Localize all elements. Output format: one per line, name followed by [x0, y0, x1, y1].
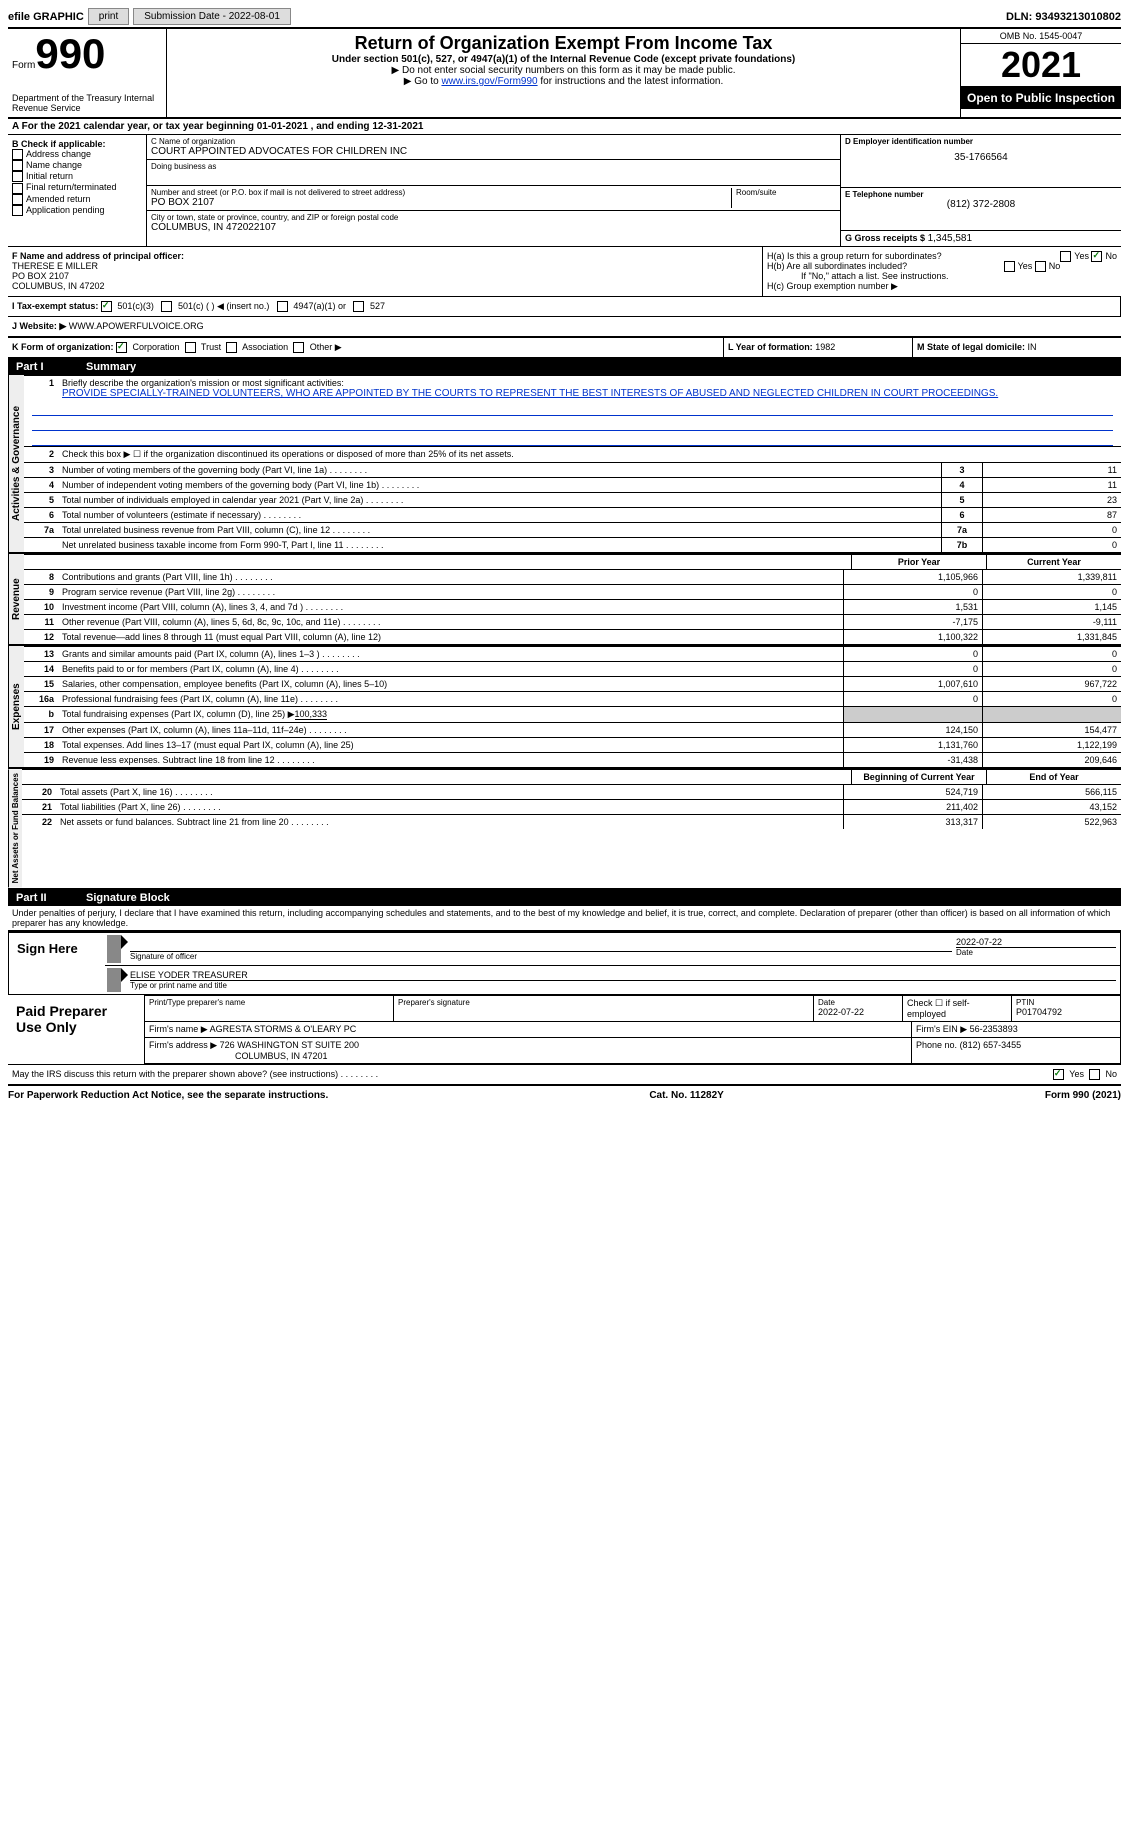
part2-header: Part IISignature Block	[8, 890, 1121, 906]
v7b: 0	[982, 538, 1121, 552]
paid-preparer-label: Paid Preparer Use Only	[8, 995, 144, 1064]
instr-line1: ▶ Do not enter social security numbers o…	[171, 65, 956, 76]
tab-revenue: Revenue	[8, 554, 24, 644]
section-M: M State of legal domicile: IN	[913, 338, 1121, 357]
firm-name: AGRESTA STORMS & O'LEARY PC	[210, 1024, 357, 1034]
v4: 11	[982, 478, 1121, 492]
cb-irs-no[interactable]	[1089, 1069, 1100, 1080]
tab-expenses: Expenses	[8, 646, 24, 767]
firm-phone: (812) 657-3455	[960, 1040, 1022, 1050]
v5: 23	[982, 493, 1121, 507]
cb-name-change[interactable]: Name change	[12, 160, 142, 171]
mission-statement: PROVIDE SPECIALLY-TRAINED VOLUNTEERS, WH…	[62, 388, 998, 399]
footer-right: Form 990 (2021)	[1045, 1090, 1121, 1101]
officer-name: THERESE E MILLER	[12, 261, 758, 271]
cb-final-return[interactable]: Final return/terminated	[12, 182, 142, 193]
form-title: Return of Organization Exempt From Incom…	[171, 33, 956, 54]
cb-initial-return[interactable]: Initial return	[12, 171, 142, 182]
section-B: B Check if applicable: Address change Na…	[8, 135, 147, 246]
website: WWW.APOWERFULVOICE.ORG	[69, 321, 204, 331]
form-number: 990	[35, 30, 105, 77]
dept-treasury: Department of the Treasury Internal Reve…	[12, 93, 162, 113]
prep-date: 2022-07-22	[818, 1007, 898, 1017]
cb-trust[interactable]	[185, 342, 196, 353]
top-bar: efile GRAPHIC print Submission Date - 20…	[8, 8, 1121, 29]
omb-number: OMB No. 1545-0047	[961, 29, 1121, 44]
cb-501c[interactable]	[161, 301, 172, 312]
form-header: Form990 Department of the Treasury Inter…	[8, 29, 1121, 119]
telephone: (812) 372-2808	[845, 199, 1117, 210]
v7a: 0	[982, 523, 1121, 537]
section-J: J Website: ▶ WWW.APOWERFULVOICE.ORG	[8, 317, 1121, 336]
perjury-statement: Under penalties of perjury, I declare th…	[8, 906, 1121, 931]
cb-501c3[interactable]	[101, 301, 112, 312]
gross-receipts: 1,345,581	[928, 233, 973, 244]
section-F: F Name and address of principal officer:…	[8, 247, 763, 296]
cb-4947[interactable]	[277, 301, 288, 312]
tab-net-assets: Net Assets or Fund Balances	[8, 769, 22, 887]
section-K: K Form of organization: Corporation Trus…	[8, 338, 724, 357]
submission-date: Submission Date - 2022-08-01	[133, 8, 291, 25]
cb-irs-yes[interactable]	[1053, 1069, 1064, 1080]
firm-address: 726 WASHINGTON ST SUITE 200	[220, 1040, 359, 1050]
cb-application-pending[interactable]: Application pending	[12, 205, 142, 216]
cb-other[interactable]	[293, 342, 304, 353]
efile-label: efile GRAPHIC	[8, 11, 84, 23]
instr-line2: ▶ Go to www.irs.gov/Form990 for instruct…	[171, 76, 956, 87]
fundraising-expenses: 100,333	[295, 709, 328, 720]
ein: 35-1766564	[845, 152, 1117, 163]
irs-discuss-question: May the IRS discuss this return with the…	[12, 1069, 1053, 1080]
room-suite-label: Room/suite	[736, 188, 836, 197]
section-I: I Tax-exempt status: 501(c)(3) 501(c) ( …	[8, 297, 1121, 316]
city-state-zip: COLUMBUS, IN 472022107	[151, 222, 836, 233]
cb-amended-return[interactable]: Amended return	[12, 194, 142, 205]
cb-association[interactable]	[226, 342, 237, 353]
cb-527[interactable]	[353, 301, 364, 312]
part1-header: Part ISummary	[8, 359, 1121, 375]
group-exemption: H(c) Group exemption number ▶	[767, 281, 1117, 292]
firm-ein: 56-2353893	[970, 1024, 1018, 1034]
dba-label: Doing business as	[151, 162, 836, 171]
tax-year: 2021	[961, 44, 1121, 87]
section-H: H(a) Is this a group return for subordin…	[763, 247, 1121, 296]
v6: 87	[982, 508, 1121, 522]
dln: DLN: 93493213010802	[1006, 11, 1121, 23]
sign-date: 2022-07-22	[956, 937, 1116, 947]
tab-activities-governance: Activities & Governance	[8, 375, 24, 552]
form-subtitle: Under section 501(c), 527, or 4947(a)(1)…	[171, 54, 956, 65]
line-A: A For the 2021 calendar year, or tax yea…	[8, 119, 1121, 135]
form-word: Form	[12, 60, 35, 71]
cb-address-change[interactable]: Address change	[12, 149, 142, 160]
print-button[interactable]: print	[88, 8, 129, 25]
irs-link[interactable]: www.irs.gov/Form990	[441, 76, 537, 87]
open-to-public: Open to Public Inspection	[961, 87, 1121, 109]
footer-left: For Paperwork Reduction Act Notice, see …	[8, 1090, 328, 1101]
signer-name: ELISE YODER TREASURER	[130, 970, 1116, 981]
cat-no: Cat. No. 11282Y	[328, 1090, 1045, 1101]
sign-here-label: Sign Here	[9, 933, 105, 994]
section-L: L Year of formation: 1982	[724, 338, 913, 357]
v3: 11	[982, 463, 1121, 477]
org-name: COURT APPOINTED ADVOCATES FOR CHILDREN I…	[151, 146, 836, 157]
ptin: P01704792	[1016, 1007, 1116, 1017]
cb-corporation[interactable]	[116, 342, 127, 353]
cb-self-employed[interactable]: Check ☐ if self-employed	[903, 996, 1012, 1021]
street-address: PO BOX 2107	[151, 197, 731, 208]
